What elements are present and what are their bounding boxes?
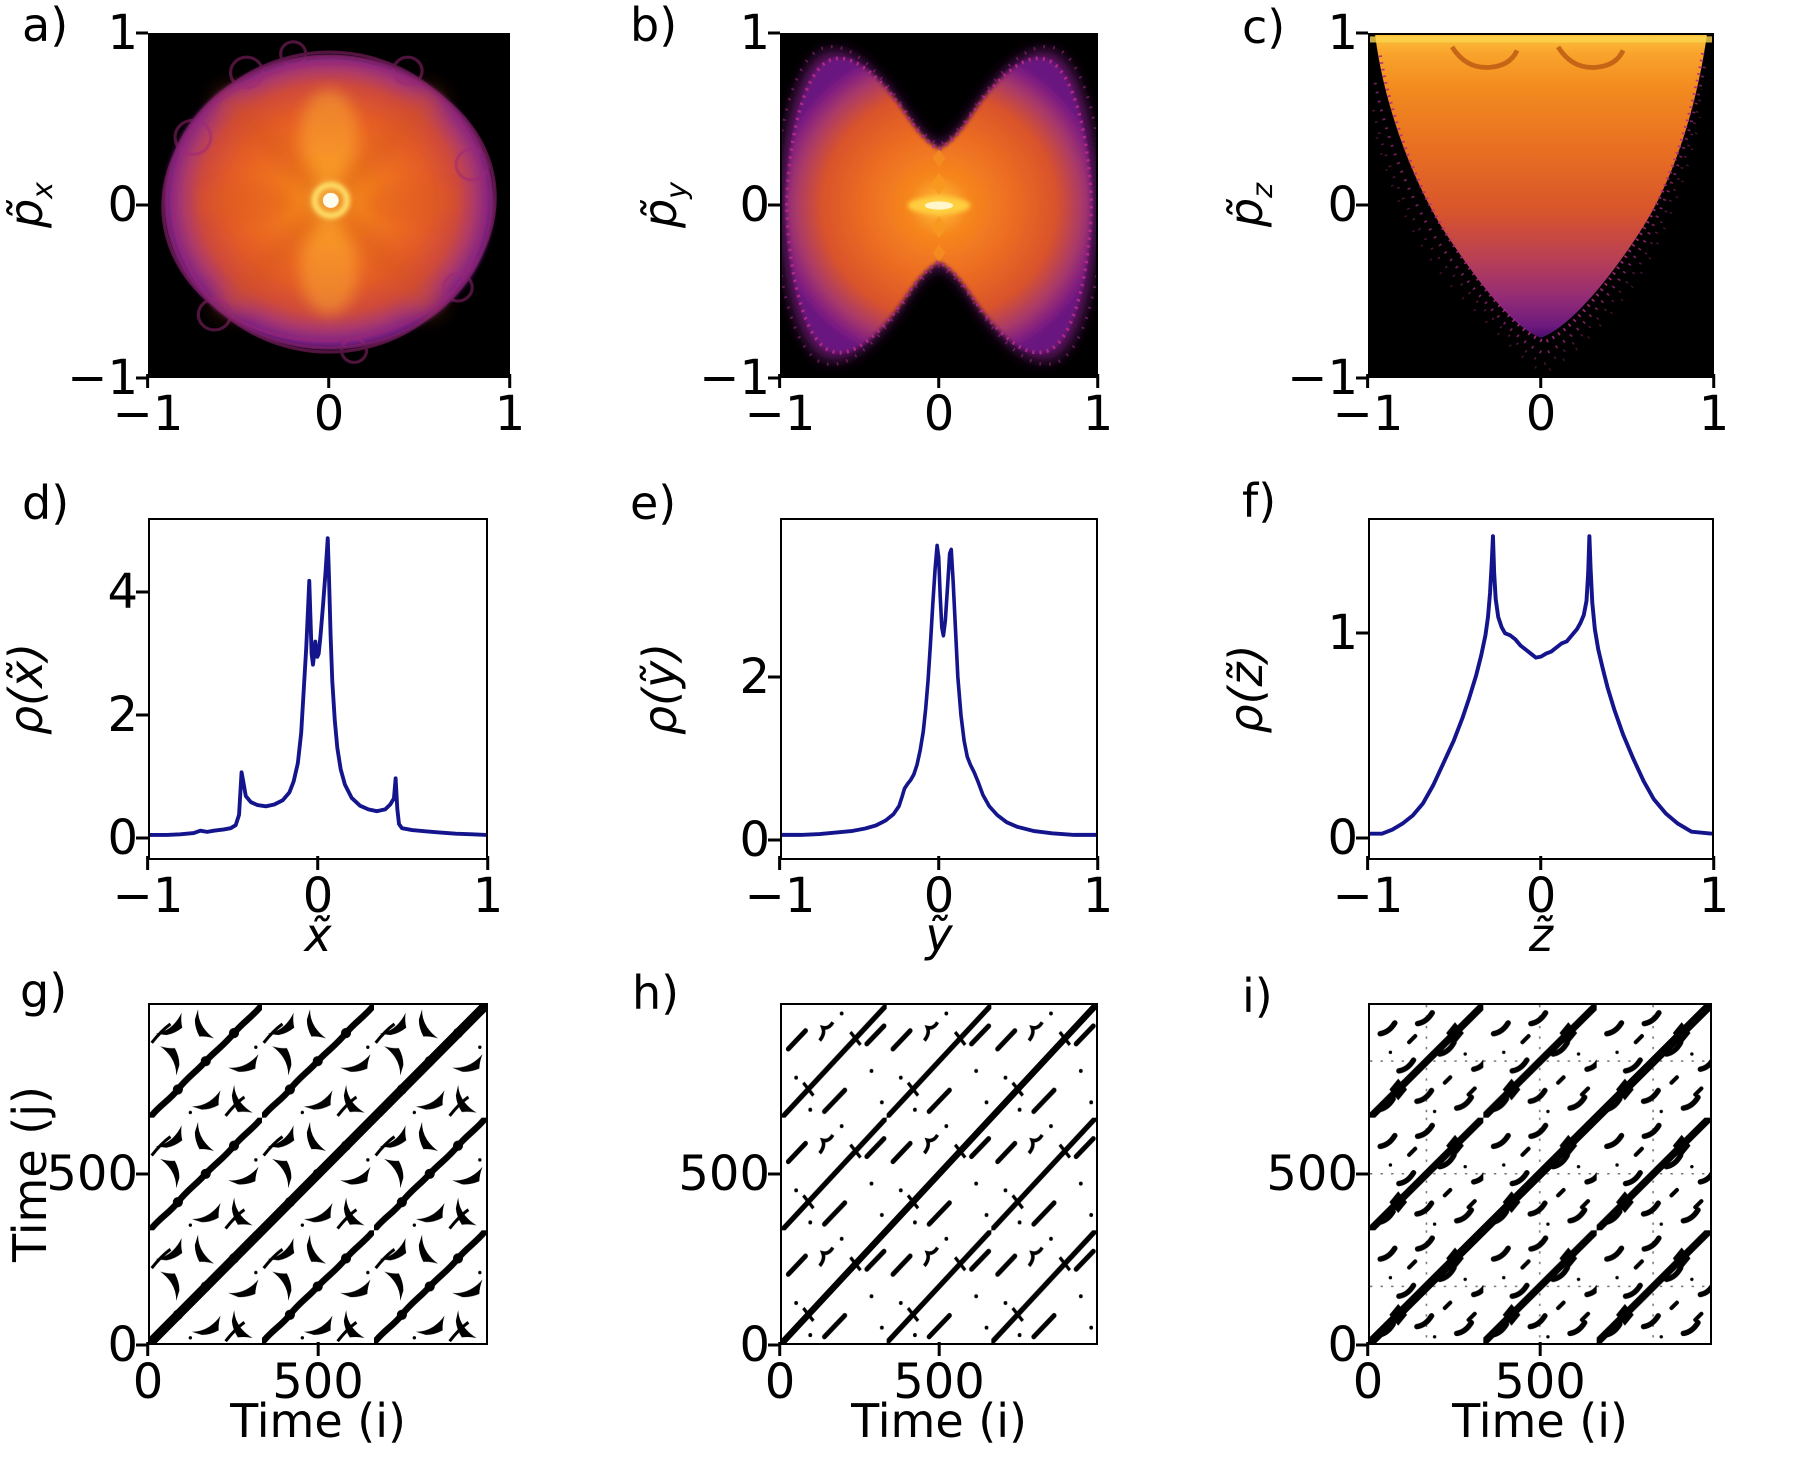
xtick: 0	[923, 868, 955, 924]
ytick: 0	[1238, 181, 1358, 229]
density-curve-z	[1370, 534, 1712, 836]
density-z-canvas	[1370, 534, 1712, 836]
xtick: 1	[1698, 386, 1730, 442]
xtick: −1	[744, 868, 816, 924]
main-diagonal	[1370, 1005, 1710, 1343]
xlabel-time-i: Time (i)	[1452, 1394, 1628, 1448]
bright-petals	[300, 89, 358, 315]
recurrence-plot-y	[780, 1003, 1098, 1345]
panel-letter-f: f)	[1242, 474, 1277, 528]
xtick: 0	[132, 1354, 164, 1410]
ytick: 500	[650, 1150, 770, 1198]
xtick: 1	[494, 386, 526, 442]
main-diagonal	[782, 1005, 1096, 1343]
ytick: 0	[650, 181, 770, 229]
ytick: 0	[18, 814, 138, 862]
recurrence-g-canvas	[150, 1005, 486, 1343]
ytick: 500	[18, 1150, 138, 1198]
xtick: 0	[1525, 868, 1557, 924]
ytick: 4	[18, 568, 138, 616]
xtick: 0	[1352, 1354, 1384, 1410]
xtick: 0	[313, 386, 345, 442]
xtick: −1	[1332, 868, 1404, 924]
ytick: 2	[650, 653, 770, 701]
density-x-canvas	[150, 536, 486, 837]
density-curve-x	[150, 536, 486, 837]
speckled-rim	[784, 56, 1094, 355]
xlabel-time-i: Time (i)	[230, 1394, 406, 1448]
xtick: −1	[112, 868, 184, 924]
bowl-body	[1375, 35, 1707, 338]
xtick: 0	[1525, 386, 1557, 442]
eddy-curls	[1450, 45, 1626, 70]
ytick: 500	[1238, 1150, 1358, 1198]
xlabel-x: x̃	[304, 908, 332, 962]
xtick: −1	[1332, 386, 1404, 442]
heatmap-y-py	[780, 33, 1098, 378]
ytick: 1	[650, 9, 770, 57]
panel-letter-e: e)	[630, 476, 677, 530]
ytick: 1	[18, 9, 138, 57]
bright-core	[322, 192, 339, 208]
bright-core-ring	[311, 182, 350, 219]
heatmap-c-canvas	[1370, 35, 1712, 376]
xlabel-z: z̃	[1528, 908, 1554, 962]
recurrence-plot-x	[148, 1003, 488, 1345]
ytick: 1	[1238, 9, 1358, 57]
panel-letter-d: d)	[22, 476, 70, 530]
xtick: 0	[923, 386, 955, 442]
xtick: 1	[472, 868, 504, 924]
heatmap-x-px	[148, 33, 510, 378]
xlabel-y: ỹ	[925, 908, 953, 962]
ytick: 0	[1238, 1321, 1358, 1369]
bright-lens-core	[924, 201, 954, 210]
recurrence-h-canvas	[782, 1005, 1096, 1343]
recurrence-i-canvas	[1370, 1005, 1710, 1343]
density-curve-y	[782, 543, 1096, 837]
heatmap-z-pz	[1368, 33, 1714, 378]
panel-letter-g: g)	[20, 964, 68, 1018]
ytick: 0	[1238, 814, 1358, 862]
density-y-canvas	[782, 543, 1096, 837]
density-plot-x	[148, 518, 488, 860]
ytick: 0	[18, 1321, 138, 1369]
density-plot-z	[1368, 518, 1714, 860]
ytick: 2	[18, 691, 138, 739]
heatmap-a-canvas	[150, 35, 508, 376]
xtick: 0	[764, 1354, 796, 1410]
xtick: 500	[1494, 1354, 1586, 1410]
main-diagonal	[150, 1005, 486, 1343]
xlabel-time-i: Time (i)	[851, 1394, 1027, 1448]
panel-letter-h: h)	[632, 966, 680, 1020]
xtick: 500	[893, 1354, 985, 1410]
xtick: 0	[302, 868, 334, 924]
diamond-chain	[930, 149, 948, 262]
ytick: 1	[1238, 609, 1358, 657]
xtick: 1	[1082, 386, 1114, 442]
density-plot-y	[780, 518, 1098, 860]
xtick: 500	[272, 1354, 364, 1410]
magenta-rim-loops	[161, 40, 497, 364]
ytick: 0	[650, 816, 770, 864]
xtick: 1	[1698, 868, 1730, 924]
recurrence-plot-z	[1368, 1003, 1712, 1345]
top-bright-band	[1370, 36, 1712, 43]
xtick: −1	[112, 386, 184, 442]
panel-letter-i: i)	[1242, 969, 1273, 1023]
heatmap-b-canvas	[782, 35, 1096, 376]
ylabel-rho-z: ρ(z̃)	[1219, 644, 1273, 734]
ytick: 0	[650, 1321, 770, 1369]
xtick: 1	[1082, 868, 1114, 924]
xtick: −1	[744, 386, 816, 442]
ytick: 0	[18, 181, 138, 229]
